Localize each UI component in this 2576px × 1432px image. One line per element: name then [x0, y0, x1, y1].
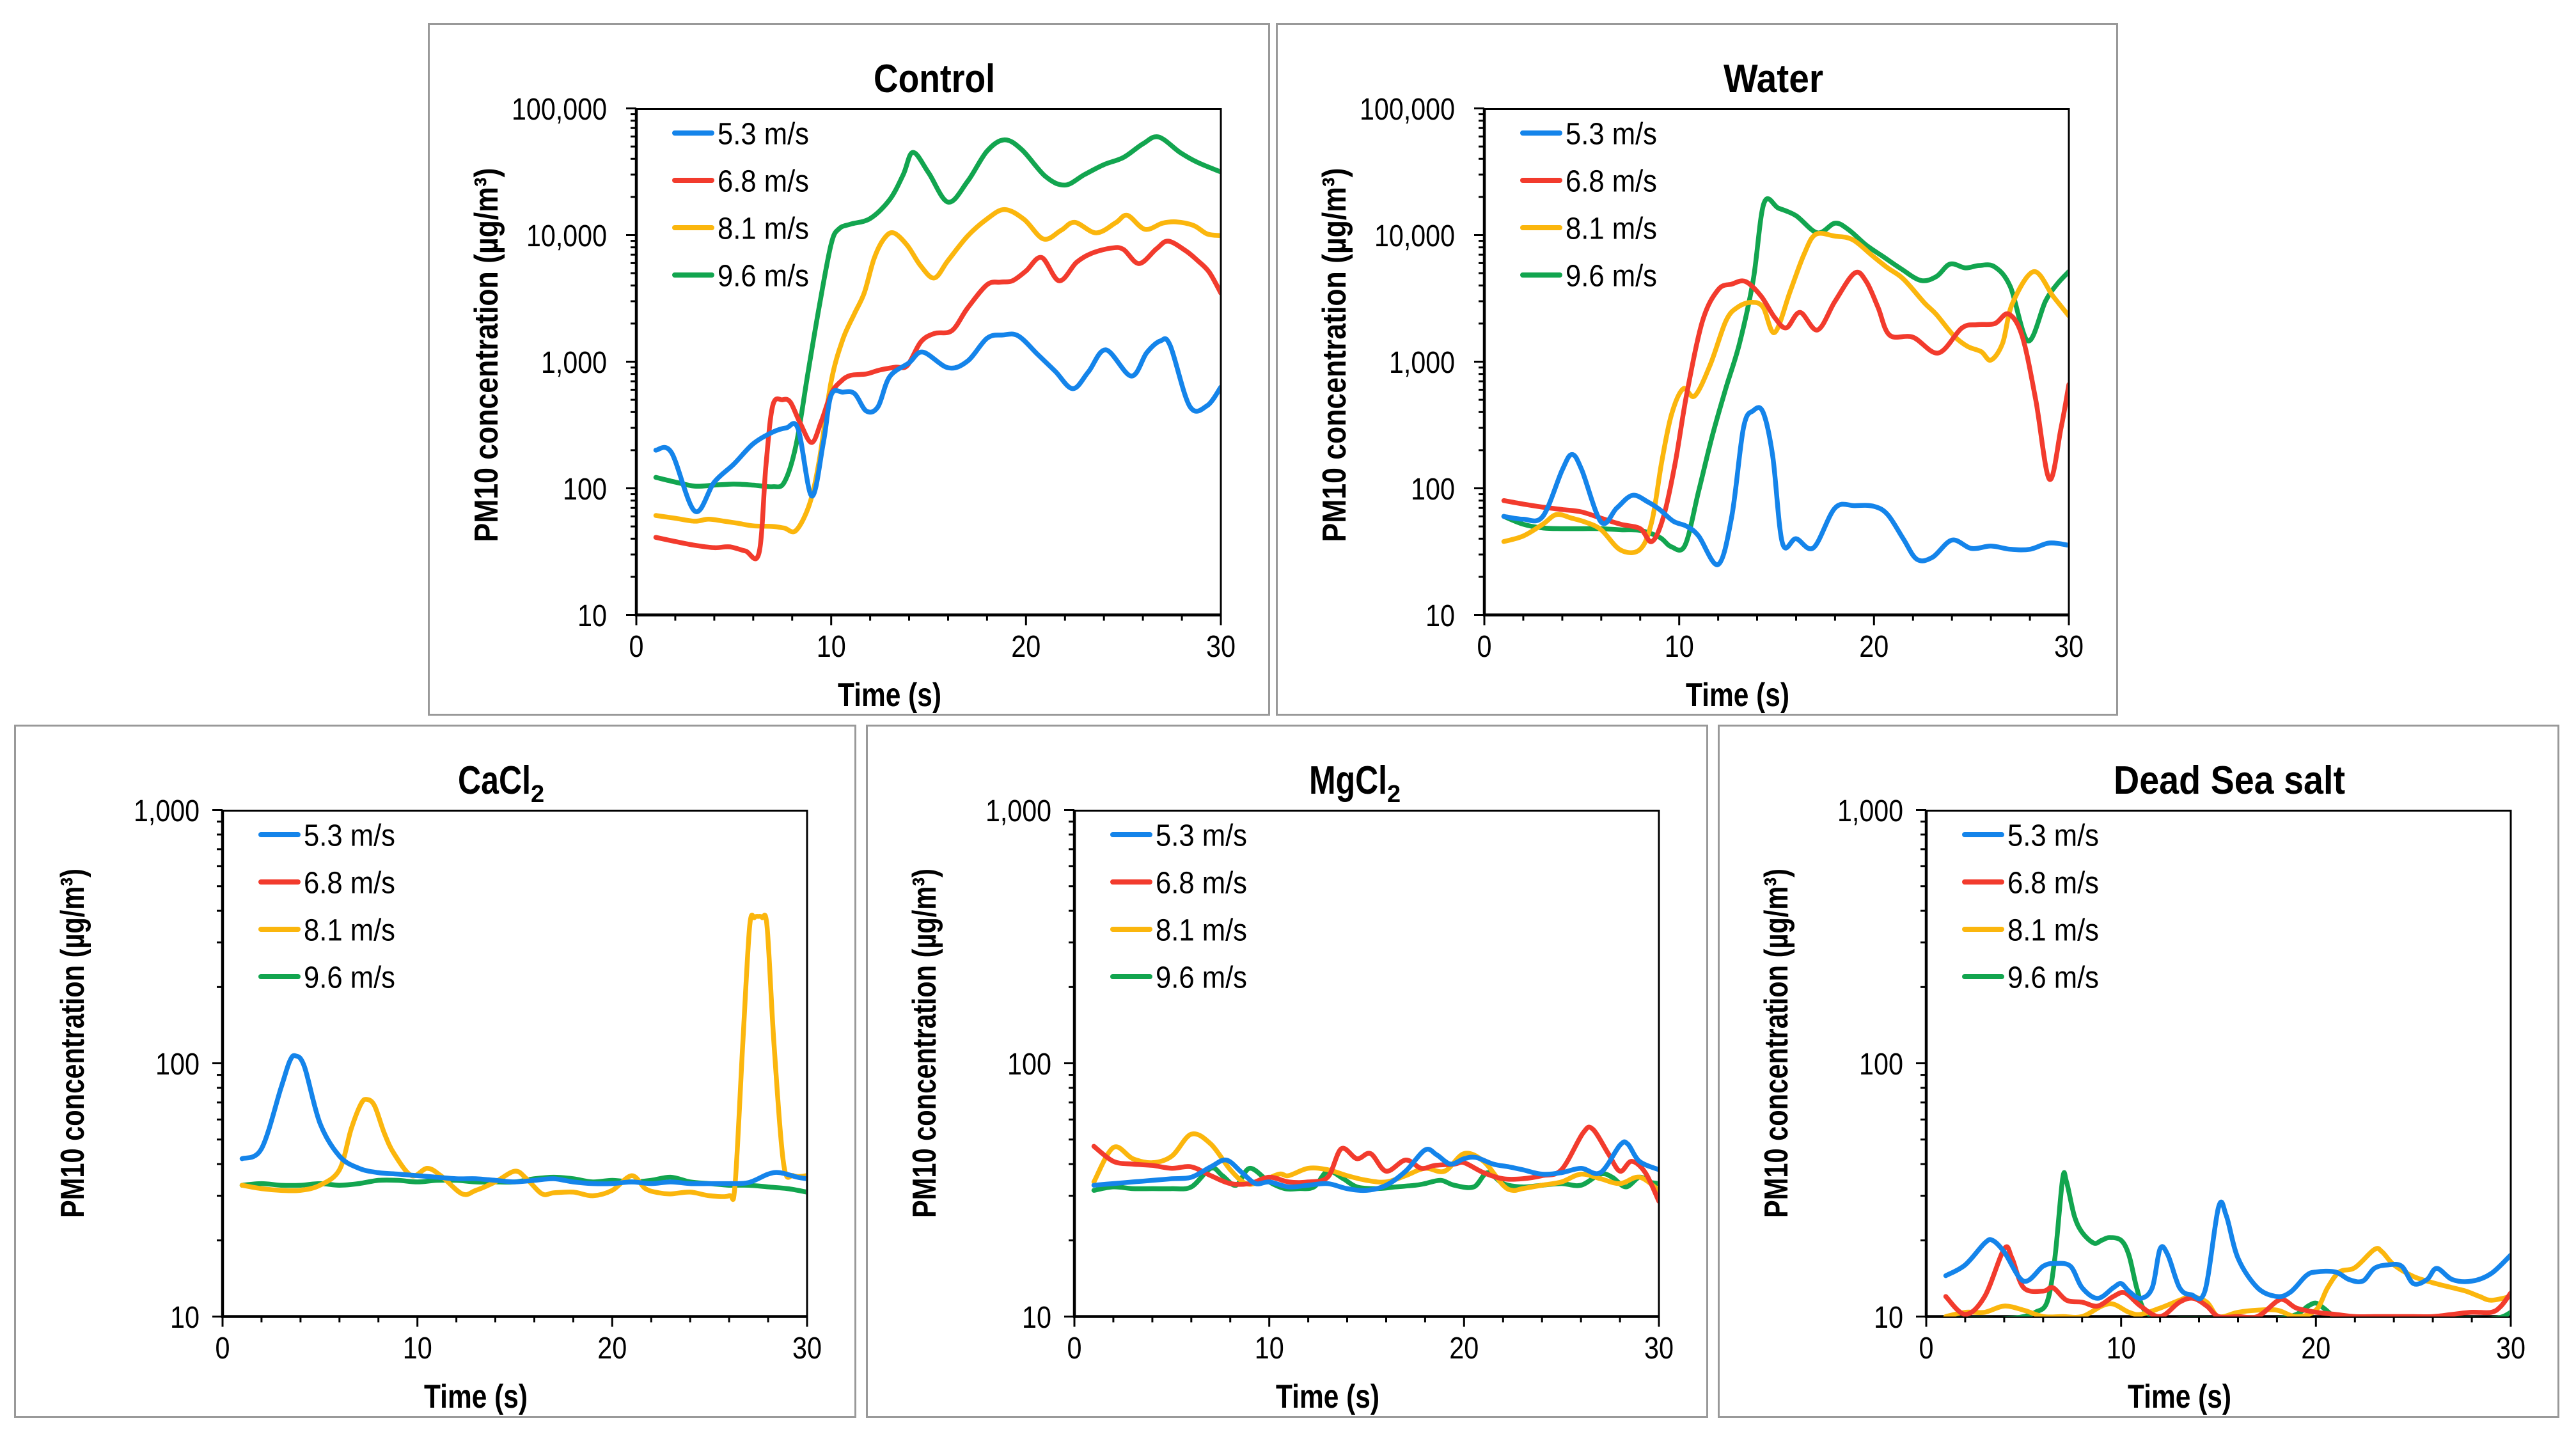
svg-text:MgCl2: MgCl2	[1309, 759, 1401, 808]
svg-text:5.3 m/s: 5.3 m/s	[2007, 819, 2099, 853]
svg-text:6.8 m/s: 6.8 m/s	[1566, 164, 1657, 198]
svg-text:100: 100	[1411, 473, 1455, 507]
svg-text:PM10 concentration (µg/m³): PM10 concentration (µg/m³)	[468, 168, 505, 542]
svg-text:9.6 m/s: 9.6 m/s	[304, 961, 395, 995]
svg-text:30: 30	[1206, 630, 1236, 664]
svg-text:CaCl2: CaCl2	[458, 759, 544, 808]
svg-text:Time (s): Time (s)	[1686, 677, 1789, 714]
svg-text:PM10 concentration (µg/m³): PM10 concentration (µg/m³)	[1316, 168, 1353, 542]
svg-text:9.6 m/s: 9.6 m/s	[1156, 961, 1247, 995]
svg-text:10: 10	[1665, 630, 1694, 664]
svg-text:8.1 m/s: 8.1 m/s	[304, 913, 395, 947]
svg-text:6.8 m/s: 6.8 m/s	[1156, 866, 1247, 900]
svg-text:Dead Sea salt: Dead Sea salt	[2114, 759, 2345, 803]
svg-text:20: 20	[1449, 1332, 1479, 1365]
svg-text:PM10 concentration (µg/m³): PM10 concentration (µg/m³)	[906, 869, 943, 1218]
svg-text:8.1 m/s: 8.1 m/s	[718, 212, 809, 246]
svg-text:20: 20	[2301, 1332, 2330, 1365]
svg-text:PM10 concentration (µg/m³): PM10 concentration (µg/m³)	[1758, 869, 1795, 1218]
svg-text:1,000: 1,000	[1389, 346, 1455, 380]
svg-text:0: 0	[216, 1332, 230, 1365]
svg-text:Time (s): Time (s)	[1276, 1378, 1379, 1415]
svg-text:9.6 m/s: 9.6 m/s	[718, 259, 809, 293]
svg-text:8.1 m/s: 8.1 m/s	[1156, 913, 1247, 947]
svg-text:10: 10	[1255, 1332, 1284, 1365]
svg-text:10: 10	[403, 1332, 432, 1365]
svg-text:30: 30	[792, 1332, 822, 1365]
svg-text:0: 0	[629, 630, 644, 664]
svg-text:20: 20	[1859, 630, 1889, 664]
svg-text:Time (s): Time (s)	[838, 677, 941, 714]
svg-text:6.8 m/s: 6.8 m/s	[718, 164, 809, 198]
svg-text:10,000: 10,000	[1374, 219, 1455, 253]
svg-text:20: 20	[597, 1332, 627, 1365]
svg-text:5.3 m/s: 5.3 m/s	[718, 117, 809, 151]
svg-text:0: 0	[1919, 1332, 1934, 1365]
svg-text:10: 10	[1425, 599, 1455, 633]
svg-text:100: 100	[563, 473, 607, 507]
svg-text:9.6 m/s: 9.6 m/s	[2007, 961, 2099, 995]
svg-text:10: 10	[1874, 1301, 1903, 1335]
svg-text:1,000: 1,000	[986, 794, 1051, 828]
svg-text:10: 10	[1022, 1301, 1051, 1335]
svg-text:0: 0	[1477, 630, 1492, 664]
svg-text:Water: Water	[1724, 57, 1823, 101]
svg-text:Time (s): Time (s)	[2128, 1378, 2231, 1415]
svg-text:8.1 m/s: 8.1 m/s	[2007, 913, 2099, 947]
svg-text:30: 30	[2496, 1332, 2525, 1365]
svg-text:5.3 m/s: 5.3 m/s	[1566, 117, 1657, 151]
svg-text:10,000: 10,000	[526, 219, 607, 253]
svg-text:10: 10	[817, 630, 846, 664]
svg-text:100,000: 100,000	[512, 93, 607, 127]
svg-text:Control: Control	[874, 57, 995, 101]
svg-text:1,000: 1,000	[1837, 794, 1903, 828]
svg-text:9.6 m/s: 9.6 m/s	[1566, 259, 1657, 293]
svg-text:20: 20	[1011, 630, 1041, 664]
svg-text:30: 30	[1644, 1332, 1674, 1365]
svg-text:Time (s): Time (s)	[424, 1378, 528, 1415]
svg-text:PM10 concentration (µg/m³): PM10 concentration (µg/m³)	[54, 869, 91, 1218]
svg-text:100: 100	[1859, 1048, 1903, 1082]
svg-text:5.3 m/s: 5.3 m/s	[304, 819, 395, 853]
svg-text:10: 10	[2107, 1332, 2136, 1365]
svg-text:8.1 m/s: 8.1 m/s	[1566, 212, 1657, 246]
svg-text:1,000: 1,000	[134, 794, 200, 828]
svg-text:5.3 m/s: 5.3 m/s	[1156, 819, 1247, 853]
svg-text:10: 10	[577, 599, 607, 633]
svg-text:1,000: 1,000	[541, 346, 607, 380]
svg-text:0: 0	[1067, 1332, 1082, 1365]
svg-text:30: 30	[2054, 630, 2084, 664]
svg-text:100: 100	[1007, 1048, 1051, 1082]
svg-text:6.8 m/s: 6.8 m/s	[2007, 866, 2099, 900]
svg-text:10: 10	[170, 1301, 200, 1335]
svg-text:6.8 m/s: 6.8 m/s	[304, 866, 395, 900]
svg-text:100: 100	[155, 1048, 200, 1082]
svg-text:100,000: 100,000	[1360, 93, 1455, 127]
